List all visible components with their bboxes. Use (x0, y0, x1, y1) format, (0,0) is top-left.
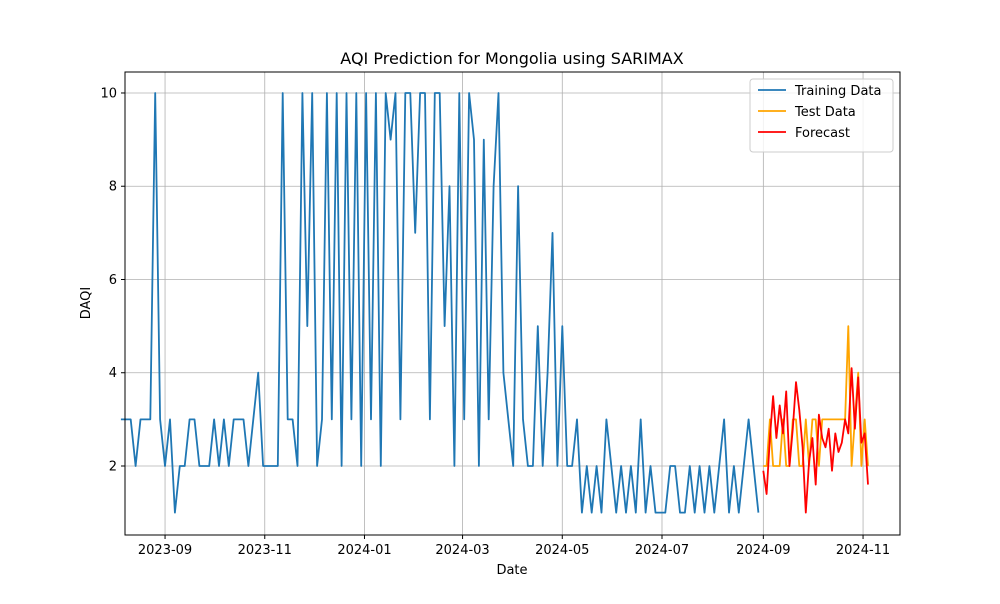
x-tick-label: 2023-11 (238, 543, 292, 558)
x-tick-label: 2024-05 (535, 543, 589, 558)
x-tick-label: 2024-07 (635, 543, 689, 558)
x-tick-label: 2024-01 (337, 543, 391, 558)
x-axis-label: Date (496, 563, 527, 578)
series-line (763, 325, 869, 467)
legend-label: Training Data (794, 84, 881, 99)
x-tick-label: 2024-11 (836, 543, 890, 558)
legend-label: Test Data (794, 105, 856, 120)
series-line (762, 367, 869, 514)
x-tick-label: 2024-09 (736, 543, 790, 558)
y-tick-label: 4 (109, 366, 117, 381)
y-tick-label: 10 (100, 86, 117, 101)
y-tick-label: 2 (109, 459, 117, 474)
y-tick-label: 8 (109, 180, 117, 195)
x-tick-label: 2024-03 (435, 543, 489, 558)
legend-box (749, 78, 894, 153)
y-axis-label: DAQI (79, 287, 94, 320)
series-line (120, 92, 760, 514)
y-tick-label: 6 (109, 273, 117, 288)
x-tick-label: 2023-09 (138, 543, 192, 558)
chart-title: AQI Prediction for Mongolia using SARIMA… (340, 49, 683, 68)
legend-label: Forecast (795, 126, 850, 141)
plot-frame (124, 71, 901, 536)
